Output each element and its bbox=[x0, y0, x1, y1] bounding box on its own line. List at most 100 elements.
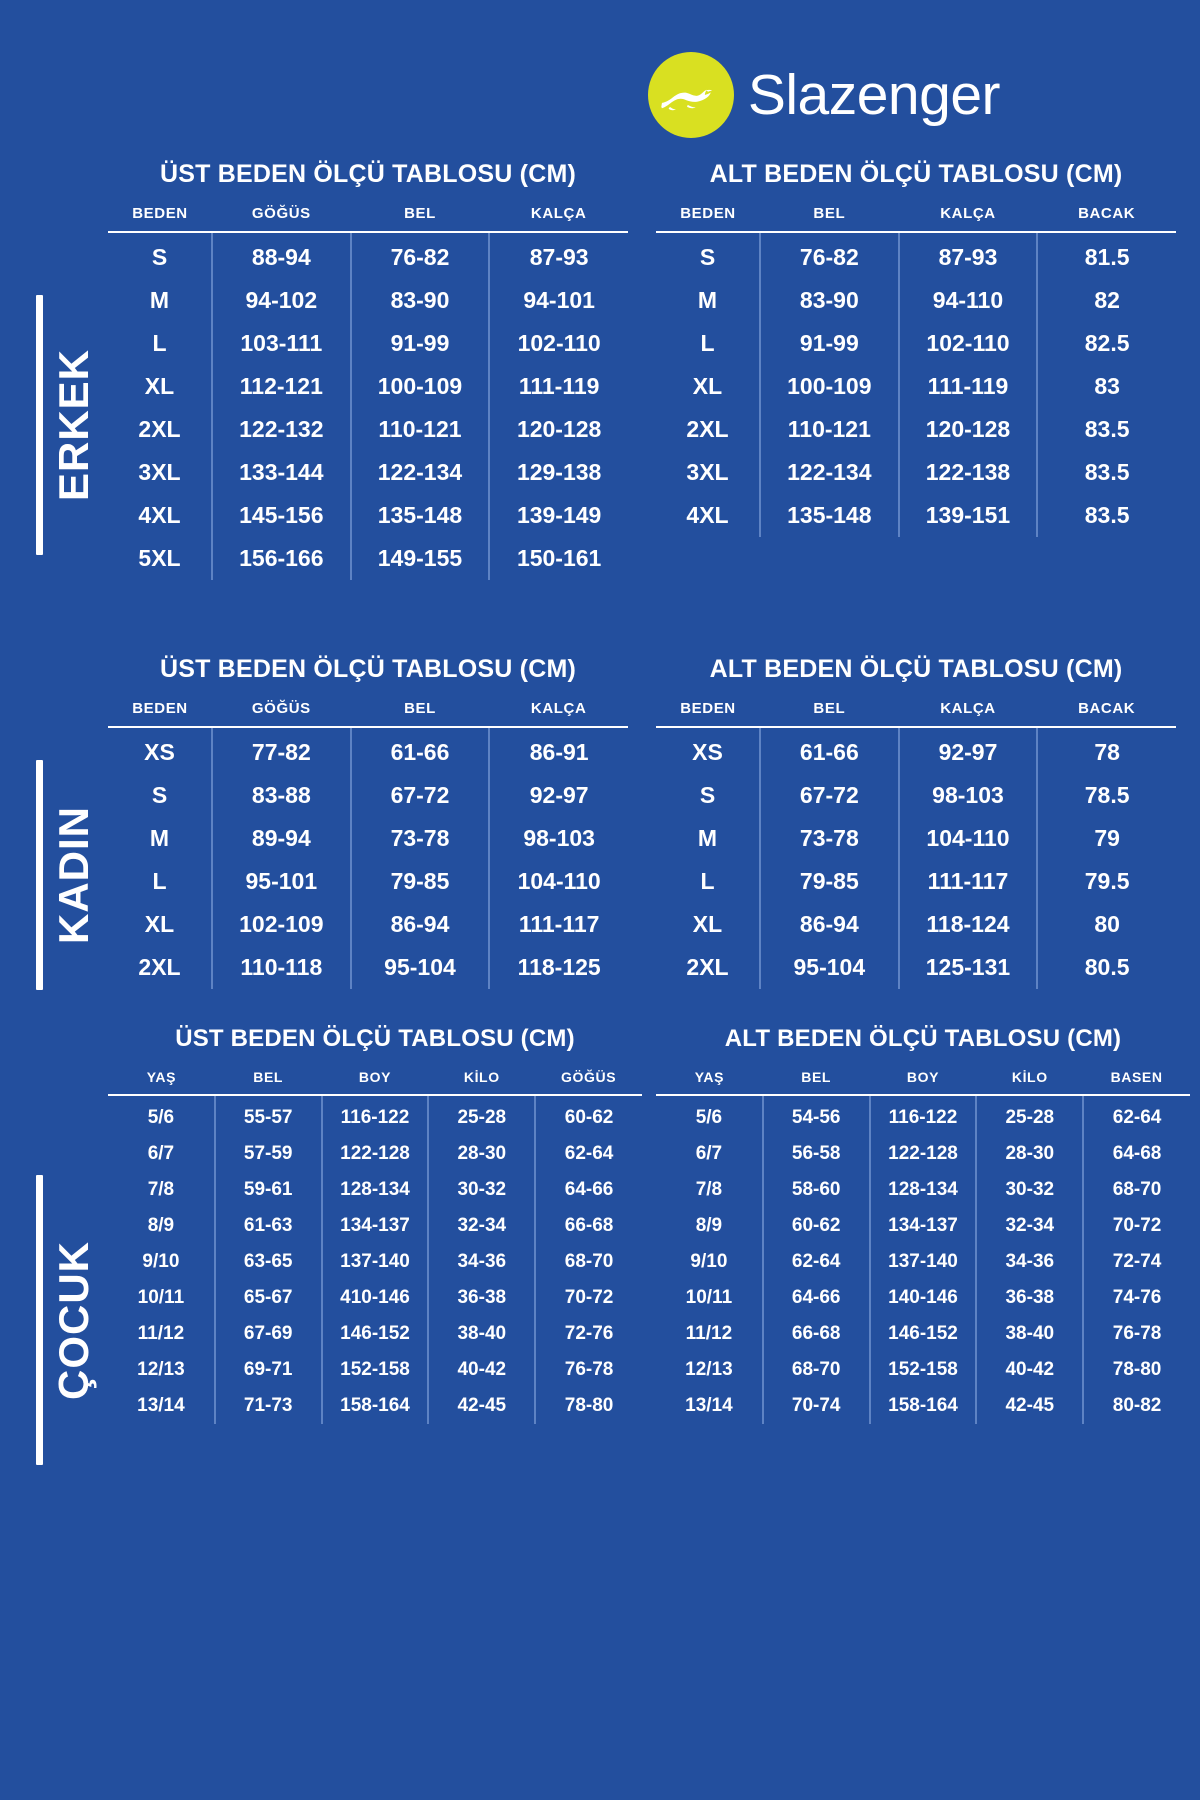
table-body: S 88-94 76-82 87-93 M 94-102 83-90 94-101 L 103-1… bbox=[108, 232, 628, 580]
measure-cell: 95-104 bbox=[349, 946, 490, 989]
measure-cell: 76-78 bbox=[1082, 1316, 1190, 1352]
size-cell: XS bbox=[144, 739, 175, 765]
table-header-row: BEDEN BEL KALÇA BACAK bbox=[656, 205, 1176, 233]
size-cell: L bbox=[700, 868, 715, 894]
size-cell: 12/13 bbox=[137, 1359, 185, 1380]
cheetah-logo-icon bbox=[647, 52, 734, 138]
measure-cell: 122-132 bbox=[211, 408, 351, 451]
table-row: XS 61-66 92-97 78 bbox=[656, 727, 1176, 774]
measure-cell: 62-64 bbox=[1082, 1095, 1190, 1136]
measure-cell: 102-110 bbox=[488, 322, 628, 365]
measure-cell: 82.5 bbox=[1036, 322, 1176, 365]
measure-cell: 94-110 bbox=[897, 279, 1038, 322]
size-cell: 4XL bbox=[138, 502, 181, 528]
col-header: KİLO bbox=[976, 1069, 1084, 1096]
measure-cell: 102-110 bbox=[897, 322, 1038, 365]
table-row: 5/6 55-57 116-122 25-28 60-62 bbox=[108, 1095, 642, 1136]
measure-cell: 158-164 bbox=[868, 1388, 977, 1424]
measure-cell: 30-32 bbox=[975, 1172, 1084, 1208]
measure-cell: 56-58 bbox=[761, 1136, 870, 1172]
measure-cell: 83-88 bbox=[211, 774, 351, 817]
measure-cell: 67-72 bbox=[759, 774, 899, 817]
measure-cell: 78.5 bbox=[1036, 774, 1176, 817]
measure-cell: 128-134 bbox=[868, 1172, 977, 1208]
measure-cell: 150-161 bbox=[488, 537, 628, 580]
measure-cell: 139-149 bbox=[488, 494, 628, 537]
measure-cell: 73-78 bbox=[349, 817, 490, 860]
size-cell: S bbox=[151, 782, 168, 808]
table-row: 13/14 70-74 158-164 42-45 80-82 bbox=[656, 1388, 1190, 1424]
measure-cell: 83.5 bbox=[1036, 494, 1176, 537]
measure-cell: 158-164 bbox=[320, 1388, 429, 1424]
col-header: BASEN bbox=[1083, 1069, 1190, 1096]
col-header: KALÇA bbox=[489, 205, 628, 233]
measure-cell: 36-38 bbox=[975, 1280, 1084, 1316]
table-body: XS 77-82 61-66 86-91 S 83-88 67-72 92-97 M 89-94 7… bbox=[108, 727, 628, 989]
measure-cell: 57-59 bbox=[213, 1136, 322, 1172]
table-row: 5/6 54-56 116-122 25-28 62-64 bbox=[656, 1095, 1190, 1136]
table-row: 10/11 64-66 140-146 36-38 74-76 bbox=[656, 1280, 1190, 1316]
table-header-row: BEDEN GÖĞÜS BEL KALÇA bbox=[108, 700, 628, 728]
section-label-kadin: KADIN bbox=[36, 760, 97, 990]
measure-cell: 88-94 bbox=[211, 232, 351, 279]
measure-cell: 145-156 bbox=[211, 494, 351, 537]
size-cell: 9/10 bbox=[690, 1251, 728, 1272]
measure-cell: 66-68 bbox=[761, 1316, 870, 1352]
col-header: BOY bbox=[321, 1069, 429, 1096]
measure-cell: 70-72 bbox=[1082, 1208, 1190, 1244]
measure-cell: 38-40 bbox=[975, 1316, 1084, 1352]
measure-cell: 95-104 bbox=[759, 946, 899, 989]
measure-cell: 66-68 bbox=[534, 1208, 642, 1244]
measure-cell: 135-148 bbox=[349, 494, 490, 537]
size-cell: 10/11 bbox=[685, 1287, 733, 1308]
measure-cell: 63-65 bbox=[213, 1244, 322, 1280]
table-row: 7/8 58-60 128-134 30-32 68-70 bbox=[656, 1172, 1190, 1208]
col-header: BEDEN bbox=[108, 205, 212, 233]
size-cell: 2XL bbox=[686, 954, 729, 980]
measure-cell: 60-62 bbox=[534, 1095, 642, 1136]
table-row: L 79-85 111-117 79.5 bbox=[656, 860, 1176, 903]
table-row: 3XL 122-134 122-138 83.5 bbox=[656, 451, 1176, 494]
measure-cell: 76-78 bbox=[534, 1352, 642, 1388]
table-row: 11/12 66-68 146-152 38-40 76-78 bbox=[656, 1316, 1190, 1352]
table-row: 4XL 135-148 139-151 83.5 bbox=[656, 494, 1176, 537]
table-row: XL 102-109 86-94 111-117 bbox=[108, 903, 628, 946]
measure-cell: 67-69 bbox=[213, 1316, 322, 1352]
section-label-cocuk: ÇOCUK bbox=[36, 1175, 97, 1465]
table-row: 9/10 63-65 137-140 34-36 68-70 bbox=[108, 1244, 642, 1280]
table-header-row: YAŞ BEL BOY KİLO GÖĞÜS bbox=[108, 1069, 642, 1096]
measure-cell: 98-103 bbox=[897, 774, 1038, 817]
measure-cell: 58-60 bbox=[761, 1172, 870, 1208]
col-header: BEL bbox=[760, 700, 899, 728]
table-row: XL 112-121 100-109 111-119 bbox=[108, 365, 628, 408]
measure-cell: 133-144 bbox=[211, 451, 351, 494]
section-label-erkek: ERKEK bbox=[36, 295, 97, 555]
table-body: 5/6 54-56 116-122 25-28 62-64 6/7 56-58 122-128… bbox=[656, 1095, 1190, 1424]
size-cell: XL bbox=[692, 911, 723, 937]
col-header: BACAK bbox=[1037, 700, 1176, 728]
col-header: GÖĞÜS bbox=[535, 1069, 642, 1096]
size-cell: 3XL bbox=[686, 459, 729, 485]
measure-cell: 28-30 bbox=[975, 1136, 1084, 1172]
table-row: 12/13 69-71 152-158 40-42 76-78 bbox=[108, 1352, 642, 1388]
table-title: ÜST BEDEN ÖLÇÜ TABLOSU (CM) bbox=[159, 160, 577, 188]
size-cell: M bbox=[149, 825, 170, 851]
measure-cell: 102-109 bbox=[211, 903, 351, 946]
table-row: L 91-99 102-110 82.5 bbox=[656, 322, 1176, 365]
measure-cell: 82 bbox=[1036, 279, 1176, 322]
measure-cell: 78 bbox=[1036, 727, 1176, 774]
table-row: L 103-111 91-99 102-110 bbox=[108, 322, 628, 365]
measure-cell: 122-138 bbox=[897, 451, 1038, 494]
measure-cell: 34-36 bbox=[975, 1244, 1084, 1280]
measure-cell: 86-94 bbox=[759, 903, 899, 946]
table-row: 5XL 156-166 149-155 150-161 bbox=[108, 537, 628, 580]
measure-cell: 70-74 bbox=[761, 1388, 870, 1424]
measure-cell: 68-70 bbox=[1082, 1172, 1190, 1208]
measure-cell: 134-137 bbox=[320, 1208, 429, 1244]
measure-cell: 140-146 bbox=[868, 1280, 977, 1316]
measure-cell: 65-67 bbox=[213, 1280, 322, 1316]
table-kadin-ust: ÜST BEDEN ÖLÇÜ TABLOSU (CM) BEDEN GÖĞÜS … bbox=[108, 655, 628, 989]
table-title: ÜST BEDEN ÖLÇÜ TABLOSU (CM) bbox=[175, 1025, 575, 1052]
measure-cell: 120-128 bbox=[897, 408, 1038, 451]
